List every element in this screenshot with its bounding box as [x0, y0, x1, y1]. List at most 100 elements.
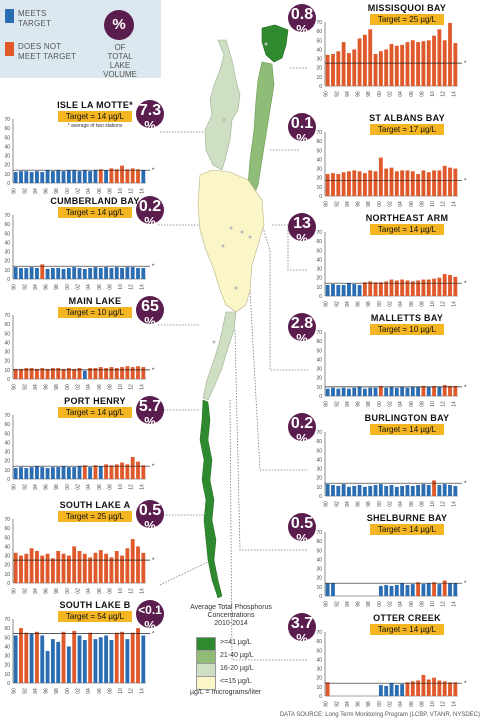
- x-tick-label: 90: [324, 701, 330, 707]
- bar-1997: [50, 171, 55, 183]
- bar-2002: [389, 485, 394, 496]
- bar-1993: [341, 172, 346, 196]
- x-tick-label: 98: [366, 91, 372, 97]
- x-tick-label: 02: [388, 601, 394, 607]
- bar-1992: [336, 388, 341, 396]
- bar-2006: [98, 637, 103, 683]
- bar-2002: [77, 466, 82, 479]
- x-tick-label: 96: [44, 284, 50, 290]
- bar-1997: [362, 486, 367, 496]
- bar-1993: [341, 484, 346, 496]
- pct-sign: %: [296, 331, 308, 346]
- bar-2009: [426, 386, 431, 396]
- y-tick-label: 30: [316, 267, 322, 273]
- pct-legend-label: OF TOTAL LAKE VOLUME: [98, 43, 142, 79]
- target-marker: *: [152, 168, 155, 174]
- bar-2009: [426, 485, 431, 496]
- bar-1997: [50, 639, 55, 683]
- x-tick-label: 02: [388, 301, 394, 307]
- target-badge: Target = 17 µg/L: [370, 124, 444, 135]
- bar-2007: [104, 464, 109, 479]
- bar-2011: [437, 29, 442, 86]
- x-tick-label: 10: [430, 91, 436, 97]
- x-tick-label: 12: [441, 301, 447, 307]
- x-tick-label: 94: [33, 284, 39, 290]
- bar-1993: [341, 42, 346, 86]
- bar-1997: [50, 467, 55, 479]
- bar-2001: [384, 585, 389, 596]
- y-tick-label: 0: [7, 581, 10, 587]
- x-tick-label: 14: [451, 91, 457, 97]
- bar-2010: [120, 367, 124, 379]
- bar-2010: [432, 170, 436, 196]
- map-legend-title-1: Average Total Phosphorus: [190, 604, 272, 611]
- bar-2012: [442, 580, 447, 596]
- x-tick-label: 08: [419, 601, 425, 607]
- y-tick-label: 50: [4, 431, 10, 437]
- y-tick-label: 50: [4, 331, 10, 337]
- y-tick-label: 0: [319, 594, 322, 600]
- x-tick-label: 04: [398, 91, 404, 97]
- bar-1997: [50, 268, 55, 279]
- bar-2001: [384, 49, 389, 86]
- x-tick-label: 92: [334, 301, 340, 307]
- bar-2004: [400, 684, 405, 696]
- bar-2005: [93, 639, 98, 683]
- bar-1992: [336, 485, 341, 496]
- target-marker: *: [464, 581, 467, 587]
- bar-2002: [77, 551, 82, 583]
- bar-1991: [19, 268, 23, 279]
- bar-2004: [400, 44, 405, 86]
- map-legend-label-3: <=15 µg/L: [220, 678, 252, 685]
- bar-1995: [40, 172, 45, 183]
- x-tick-label: 98: [54, 188, 60, 194]
- pct-volume-badge: 0.2%: [288, 413, 316, 446]
- leader-shelburne: [234, 329, 308, 551]
- bar-2012: [130, 457, 135, 479]
- panel-st-albans-bay: ST ALBANS BAY Target = 17 µg/L 0.1% 0 10 20 30…: [288, 110, 484, 216]
- bar-2003: [394, 45, 399, 86]
- bar-2008: [109, 268, 114, 279]
- x-tick-label: 96: [356, 201, 362, 207]
- x-tick-label: 04: [86, 188, 92, 194]
- x-tick-label: 00: [65, 688, 71, 694]
- bar-2003: [394, 280, 399, 296]
- bar-2002: [389, 683, 394, 696]
- chart-title: OTTER CREEK: [373, 613, 441, 623]
- x-tick-label: 04: [86, 384, 92, 390]
- bar-1997: [50, 368, 55, 379]
- bar-2004: [400, 170, 405, 196]
- bar-1990: [13, 468, 18, 479]
- x-tick-label: 98: [366, 401, 372, 407]
- bar-1993: [29, 368, 34, 379]
- bar-1990: [325, 285, 330, 296]
- pct-sign: %: [296, 431, 308, 446]
- chart-title: MALLETTS BAY: [370, 313, 444, 323]
- bar-2001: [384, 387, 389, 396]
- x-tick-label: 92: [334, 91, 340, 97]
- panel-main-lake: MAIN LAKE Target = 10 µg/L 65% 0 10 20 30 40 50 6…: [0, 293, 172, 399]
- y-tick-label: 10: [316, 585, 322, 591]
- bar-2013: [136, 628, 140, 683]
- x-tick-label: 08: [107, 484, 113, 490]
- bar-2000: [378, 51, 383, 86]
- bar-1991: [19, 368, 23, 379]
- x-tick-label: 94: [33, 688, 39, 694]
- y-tick-label: 60: [316, 139, 322, 145]
- panel-northeast-arm: NORTHEAST ARM Target = 14 µg/L 13% 0 10 20 30 4…: [288, 210, 484, 316]
- bar-2007: [104, 553, 109, 583]
- bar-1998: [368, 170, 373, 196]
- bar-2009: [114, 551, 119, 583]
- x-tick-label: 06: [97, 484, 103, 490]
- target-badge: Target = 10 µg/L: [58, 307, 132, 318]
- not-meets-label-2: MEET TARGET: [18, 52, 77, 61]
- x-tick-label: 00: [377, 201, 383, 207]
- bar-chart: 0 10 20 30 40 50 60 70 * 90 92 94 96 98 00 02 04 06 08 10 12…: [316, 130, 467, 207]
- x-tick-label: 94: [345, 601, 351, 607]
- pct-volume-badge: 0.1%: [288, 113, 316, 146]
- y-tick-label: 40: [4, 440, 10, 446]
- x-tick-label: 94: [345, 401, 351, 407]
- y-tick-label: 70: [316, 430, 322, 436]
- bar-2013: [136, 268, 140, 279]
